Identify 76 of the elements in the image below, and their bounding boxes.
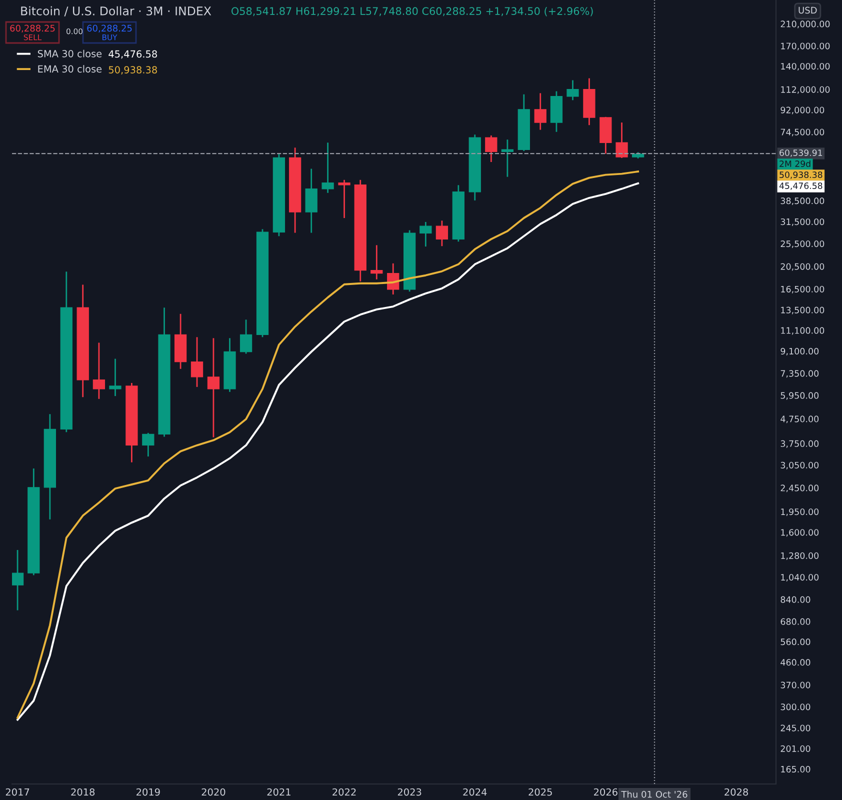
y-tick-label: 245.00 xyxy=(780,724,810,732)
y-tick-label: 170,000.00 xyxy=(781,42,830,50)
annotation: 60,288.25 xyxy=(10,24,55,33)
y-tick-label: 112,000.00 xyxy=(781,86,830,94)
ref-line-label: 60,539.91 xyxy=(780,150,822,157)
y-tick-label: 7,350.00 xyxy=(780,370,819,378)
y-tick-label: 140,000.00 xyxy=(781,62,830,70)
y-tick-label: 74,500.00 xyxy=(780,128,824,136)
candlestick xyxy=(420,221,432,248)
y-tick-label: 460.00 xyxy=(780,659,810,666)
y-tick-label: 1,280.00 xyxy=(781,552,819,560)
y-tick-label: 840.00 xyxy=(780,596,810,603)
y-tick-label: 13,500.00 xyxy=(781,306,824,314)
y-tick-label: 1,600.00 xyxy=(781,529,819,537)
x-tick-label: 2028 xyxy=(724,788,748,796)
y-tick-label: 5,950.00 xyxy=(780,392,819,400)
y-tick-label: 560.00 xyxy=(780,638,810,646)
x-tick-label: 2020 xyxy=(202,788,226,796)
y-tick-label: 300.00 xyxy=(780,704,810,710)
y-tick-label: 11,100.00 xyxy=(781,327,824,335)
y-tick-label: 25,500.00 xyxy=(780,240,824,248)
y-tick-label: 38,500.00 xyxy=(780,198,824,206)
y-tick-label: 20,500.00 xyxy=(780,263,824,271)
x-tick-label: 2018 xyxy=(71,788,95,796)
x-tick-label: 2024 xyxy=(463,788,487,796)
annotation: 50,938.38 xyxy=(108,66,157,74)
y-tick-label: 370.00 xyxy=(780,682,810,688)
candlestick xyxy=(190,336,204,388)
candlestick xyxy=(485,134,498,163)
chart-title: Bitcoin / U.S. Dollar · 3M · INDEX xyxy=(21,6,212,16)
candlestick xyxy=(338,179,350,219)
x-tick-label: 2019 xyxy=(136,788,160,796)
candlestick xyxy=(109,358,122,397)
candlestick xyxy=(142,432,154,458)
legend-label: SMA 30 close xyxy=(38,50,102,58)
text: 2M 29d xyxy=(780,160,810,168)
x-tick-label: 2023 xyxy=(398,788,422,796)
x-tick-label: 2021 xyxy=(267,788,290,796)
x-tick-label: 2025 xyxy=(528,788,552,796)
legend-label: EMA 30 close xyxy=(38,65,102,73)
y-tick-label: 4,750.00 xyxy=(780,416,819,424)
candlestick xyxy=(534,92,546,130)
candlestick xyxy=(436,220,448,247)
candlestick xyxy=(240,318,252,354)
candlestick xyxy=(370,244,383,280)
annotation: 45,476.58 xyxy=(108,50,157,59)
text: O58,541.87 H61,299.21 L57,748.80 C60,288.25 +1,734.50 (+2.96%) xyxy=(232,6,593,16)
x-tick-label: 2017 xyxy=(6,788,30,796)
x-tick-label: 2022 xyxy=(332,788,356,796)
candlestick xyxy=(501,138,514,178)
candlestick xyxy=(322,142,334,194)
text: 45,476.58 xyxy=(779,182,822,190)
text: 50,938.38 xyxy=(780,172,822,179)
candlestick xyxy=(92,342,106,400)
text: USD xyxy=(798,6,817,14)
y-tick-label: 210,000.00 xyxy=(780,20,830,28)
x-tick-label: 2026 xyxy=(594,788,618,796)
y-tick-label: 1,040.00 xyxy=(781,574,819,582)
y-tick-label: 3,050.00 xyxy=(780,462,819,470)
y-tick-label: 680.00 xyxy=(780,618,810,625)
candlestick xyxy=(12,549,24,611)
y-tick-label: 165.00 xyxy=(781,766,810,773)
y-tick-label: 31,500.00 xyxy=(780,218,824,226)
y-tick-label: 16,500.00 xyxy=(781,286,824,294)
candlestick xyxy=(566,80,579,101)
candlestick xyxy=(207,337,220,438)
y-tick-label: 2,450.00 xyxy=(780,484,819,492)
candlestick xyxy=(616,122,628,159)
y-tick-label: 201.00 xyxy=(780,745,810,752)
y-tick-label: 1,950.00 xyxy=(781,508,819,516)
y-tick-label: 3,750.00 xyxy=(780,440,819,448)
y-tick-label: 9,100.00 xyxy=(780,348,819,356)
annotation: 60,288.25 xyxy=(87,24,132,33)
candlestick xyxy=(305,168,318,234)
ref-line-label: Thu 01 Oct '26 xyxy=(621,790,688,798)
y-tick-label: 92,000.00 xyxy=(780,106,824,114)
